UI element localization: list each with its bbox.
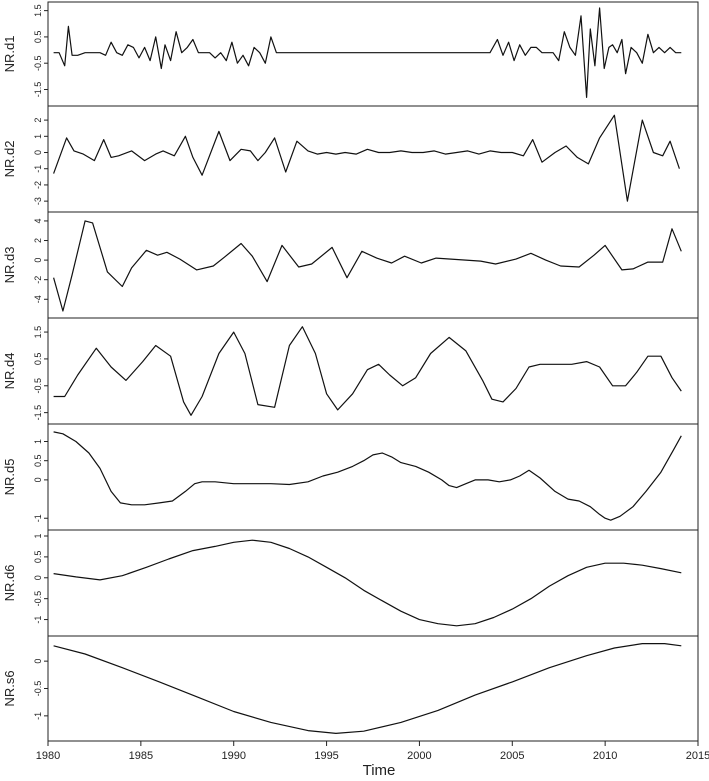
y-axis-title: NR.d1: [2, 36, 17, 73]
y-tick-label: 2: [33, 118, 43, 123]
series-line: [53, 114, 680, 202]
y-tick-label: 0: [33, 575, 43, 580]
y-tick-label: -1: [33, 712, 43, 720]
panel-frame: [47, 423, 699, 531]
x-tick-label: 2010: [593, 750, 617, 762]
y-tick-label: 1: [33, 134, 43, 139]
series-line: [53, 539, 682, 627]
x-tick-label: 1980: [36, 750, 60, 762]
panel-nr-d2: -3 -2 -1 0 1 2 NR.d2: [2, 105, 699, 213]
y-axis-title: NR.s6: [2, 670, 17, 706]
y-axis-title: NR.d5: [2, 459, 17, 496]
y-tick-label: 0: [33, 477, 43, 482]
series-line: [53, 326, 682, 416]
panel-nr-d3: -4 -2 0 2 4 NR.d3: [2, 211, 699, 319]
panel-frame: [47, 317, 699, 425]
y-tick-label: 0.5: [33, 353, 43, 366]
y-tick-label: 1.5: [33, 326, 43, 339]
y-tick-label: -3: [33, 197, 43, 205]
y-tick-label: 4: [33, 218, 43, 223]
panel-frame: [47, 211, 699, 319]
x-tick-label: 1990: [221, 750, 245, 762]
series-line: [53, 220, 682, 312]
y-tick-label: 0: [33, 258, 43, 263]
y-tick-label: 1: [33, 533, 43, 538]
y-axis-title: NR.d2: [2, 141, 17, 178]
series-line: [53, 7, 682, 99]
y-tick-label: -0.5: [33, 378, 43, 394]
x-tick-label: 2015: [686, 750, 709, 762]
series-line: [53, 642, 682, 735]
y-tick-label: 0.5: [33, 454, 43, 467]
x-tick-label: 2005: [500, 750, 524, 762]
y-axis-title: NR.d3: [2, 247, 17, 284]
panel-nr-s6: -1 -0.5 0 NR.s6: [2, 635, 699, 742]
panel-nr-d6: -1 -0.5 0 0.5 1 NR.d6: [2, 529, 699, 637]
y-tick-label: -1.5: [33, 82, 43, 98]
y-tick-label: -1.5: [33, 405, 43, 421]
y-tick-label: -0.5: [33, 55, 43, 71]
panel-frame: [47, 105, 699, 213]
x-axis-title: Time: [363, 762, 396, 779]
y-tick-label: -2: [33, 181, 43, 189]
x-tick-label: 1995: [314, 750, 338, 762]
y-tick-label: 2: [33, 238, 43, 243]
x-tick-label: 1985: [129, 750, 153, 762]
y-tick-label: -1: [33, 514, 43, 522]
y-tick-label: 1: [33, 439, 43, 444]
y-tick-label: -1: [33, 616, 43, 624]
y-tick-label: 0.5: [33, 31, 43, 44]
panel-nr-d5: -1 0 0.5 1 NR.d5: [2, 423, 699, 531]
x-tick-label: 2000: [407, 750, 431, 762]
y-tick-label: -0.5: [33, 681, 43, 697]
y-tick-label: 1.5: [33, 4, 43, 17]
y-axis-title: NR.d4: [2, 353, 17, 390]
y-axis-title: NR.d6: [2, 565, 17, 602]
y-tick-label: 0.5: [33, 551, 43, 564]
y-tick-label: -1: [33, 165, 43, 173]
panel-nr-d4: -1.5 -0.5 0.5 1.5 NR.d4: [2, 317, 699, 425]
y-tick-label: -2: [33, 276, 43, 284]
panel-nr-d1: -1.5 -0.5 0.5 1.5 NR.d1: [2, 1, 699, 107]
y-tick-label: -0.5: [33, 591, 43, 607]
panel-frame: [47, 529, 699, 637]
x-axis: 1980 1985 1990 1995 2000 2005 2010 2015: [36, 741, 709, 762]
y-tick-label: -4: [33, 295, 43, 303]
y-tick-label: 0: [33, 150, 43, 155]
series-line: [53, 431, 682, 521]
panels-layer: -1.5 -0.5 0.5 1.5 NR.d1 -3 -2 -1 0 1 2 NR.d2 -4 -2 0 2 4…: [2, 1, 699, 742]
y-tick-label: 0: [33, 659, 43, 664]
